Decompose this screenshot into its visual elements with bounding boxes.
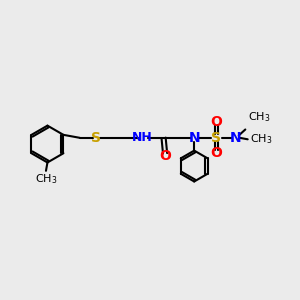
Text: CH$_3$: CH$_3$ (35, 172, 57, 186)
Text: O: O (211, 146, 222, 160)
Text: CH$_3$: CH$_3$ (248, 110, 271, 124)
Text: O: O (159, 148, 171, 163)
Text: CH$_3$: CH$_3$ (250, 132, 272, 146)
Text: O: O (211, 116, 222, 129)
Text: S: S (212, 131, 221, 145)
Text: S: S (91, 131, 101, 145)
Text: N: N (230, 131, 242, 145)
Text: N: N (188, 131, 200, 145)
Text: NH: NH (132, 131, 153, 144)
